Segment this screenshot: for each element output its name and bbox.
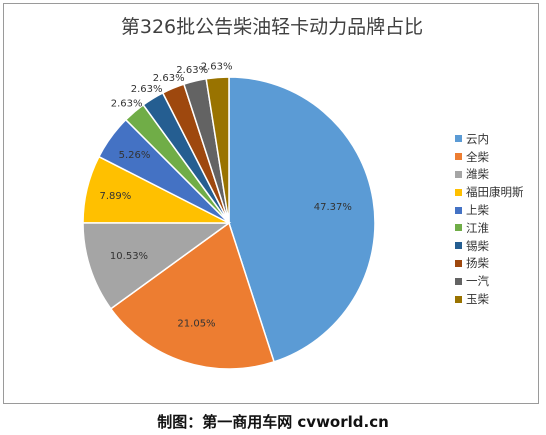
pie-slice-1: [228, 76, 376, 363]
data-label-7: 2.63%: [131, 84, 163, 95]
legend-swatch: [455, 135, 462, 143]
data-label-5: 5.26%: [119, 150, 151, 161]
legend-swatch: [455, 224, 462, 232]
data-label-8: 2.63%: [153, 73, 185, 84]
legend-swatch: [455, 242, 462, 250]
legend-item: 江淮: [455, 219, 524, 237]
legend-swatch: [455, 188, 462, 196]
legend: 云内全柴潍柴福田康明斯上柴江淮锡柴扬柴一汽玉柴: [455, 130, 524, 308]
legend-item: 上柴: [455, 201, 524, 219]
pie-slices: [82, 76, 376, 370]
legend-swatch: [455, 153, 462, 161]
data-label-4: 7.89%: [100, 191, 132, 202]
legend-label: 玉柴: [466, 292, 489, 307]
legend-label: 锡柴: [466, 238, 489, 253]
legend-item: 玉柴: [455, 290, 524, 308]
chart-frame: 第326批公告柴油轻卡动力品牌占比 47.37% 21.05% 10.53% 7.89…: [3, 3, 539, 404]
legend-item: 全柴: [455, 148, 524, 166]
legend-swatch: [455, 206, 462, 214]
legend-label: 江淮: [466, 220, 489, 235]
legend-label: 一汽: [466, 274, 489, 289]
legend-label: 福田康明斯: [466, 185, 524, 200]
data-label-6: 2.63%: [111, 99, 143, 110]
data-label-1: 47.37%: [314, 202, 352, 213]
pie-data-labels: 47.37%21.05%10.53%7.89%5.26%2.63%2.63%2.…: [100, 61, 352, 329]
legend-swatch: [455, 170, 462, 178]
pie-slice-10: [205, 76, 230, 224]
legend-swatch: [455, 259, 462, 267]
pie-slice-3: [82, 222, 232, 310]
legend-label: 潍柴: [466, 167, 489, 182]
source-caption: 制图：第一商用车网 cvworld.cn: [157, 413, 389, 431]
legend-item: 福田康明斯: [455, 183, 524, 201]
pie-slice-2: [109, 221, 275, 370]
legend-label: 全柴: [466, 149, 489, 164]
data-label-2: 21.05%: [177, 319, 215, 330]
legend-swatch: [455, 295, 462, 303]
legend-label: 云内: [466, 131, 489, 146]
chart-title: 第326批公告柴油轻卡动力品牌占比: [120, 16, 424, 38]
data-label-3: 10.53%: [110, 251, 148, 262]
legend-item: 扬柴: [455, 255, 524, 273]
legend-item: 一汽: [455, 272, 524, 290]
legend-label: 扬柴: [466, 256, 489, 271]
legend-label: 上柴: [466, 203, 489, 218]
legend-item: 潍柴: [455, 166, 524, 184]
data-label-9: 2.63%: [176, 65, 208, 76]
legend-swatch: [455, 277, 462, 285]
legend-item: 云内: [455, 130, 524, 148]
pie-chart: 47.37%21.05%10.53%7.89%5.26%2.63%2.63%2.…: [82, 61, 376, 370]
data-label-10: 2.63%: [201, 61, 233, 72]
legend-item: 锡柴: [455, 237, 524, 255]
